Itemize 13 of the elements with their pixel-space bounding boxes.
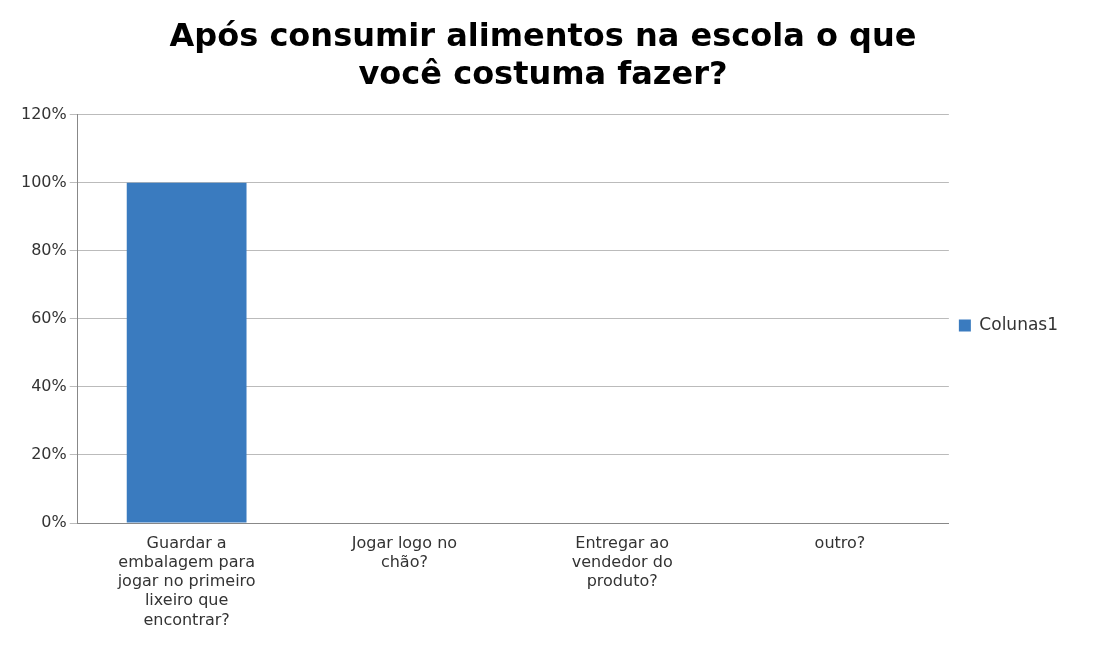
y-tick-label: 20%: [31, 444, 67, 464]
legend-label: Colunas1: [979, 313, 1059, 334]
y-tick-label: 0%: [41, 512, 67, 532]
x-tick-label: Entregar ao vendedor do produto?: [571, 532, 673, 591]
x-tick-label: outro?: [814, 532, 866, 552]
chart-title: Após consumir alimentos na escola o que você costuma fazer?: [169, 15, 917, 92]
y-tick-label: 60%: [31, 308, 67, 328]
y-tick-label: 120%: [20, 103, 67, 123]
y-tick-label: 80%: [31, 240, 67, 260]
y-tick-label: 100%: [20, 171, 67, 191]
y-tick-label: 40%: [31, 376, 67, 396]
x-tick-label: Jogar logo no chão?: [350, 532, 458, 571]
x-tick-label: Guardar a embalagem para jogar no primeiro lixeiro que encontrar?: [116, 532, 256, 629]
